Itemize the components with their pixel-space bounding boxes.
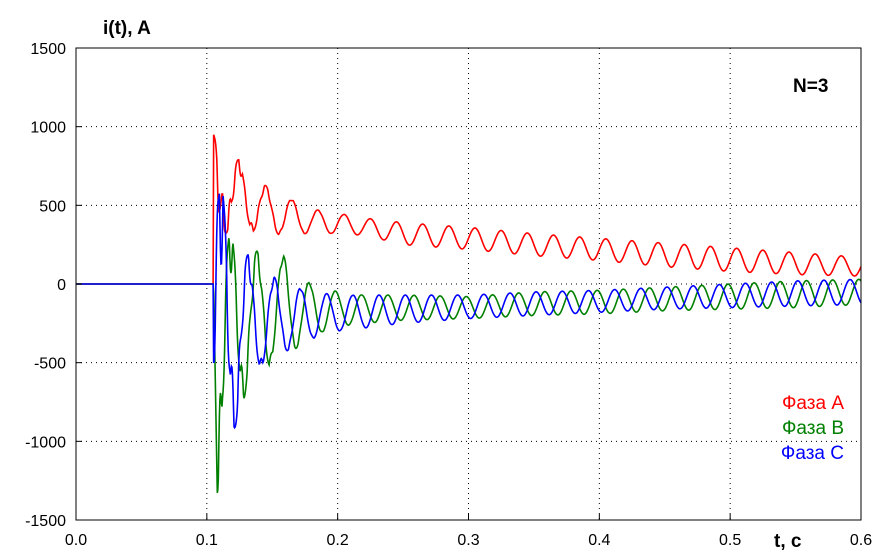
x-tick-label: 0.1 xyxy=(196,532,218,549)
y-tick-label: -1000 xyxy=(25,434,66,451)
y-tick-label: 500 xyxy=(39,198,66,215)
annotation-n: N=3 xyxy=(793,76,828,97)
x-axis-label: t, c xyxy=(774,531,802,552)
x-tick-label: 0.4 xyxy=(588,532,610,549)
axis-ticks: 0.0 0.1 0.2 0.3 0.4 0.5 0.6 1500 1000 500 0 -500 -10… xyxy=(25,41,872,549)
series-layer xyxy=(76,134,862,493)
y-axis-label: i(t), A xyxy=(103,18,151,39)
series-line-1 xyxy=(76,134,862,285)
x-tick-label: 0.3 xyxy=(457,532,479,549)
y-tick-label: -1500 xyxy=(25,513,66,530)
y-tick-label: 1000 xyxy=(30,120,66,137)
legend-phase-b: Фаза В xyxy=(782,418,844,439)
x-tick-label: 0.2 xyxy=(327,532,349,549)
series-line-2 xyxy=(76,238,862,493)
legend-phase-c: Фаза С xyxy=(781,443,844,464)
y-tick-label: 1500 xyxy=(30,41,66,58)
legend-phase-a: Фаза А xyxy=(782,393,844,414)
x-tick-label: 0.0 xyxy=(65,532,87,549)
y-tick-label: -500 xyxy=(34,356,66,373)
x-tick-label: 0.5 xyxy=(719,532,741,549)
y-tick-label: 0 xyxy=(57,277,66,294)
series-line-3 xyxy=(76,193,862,430)
x-tick-label: 0.6 xyxy=(850,532,872,549)
